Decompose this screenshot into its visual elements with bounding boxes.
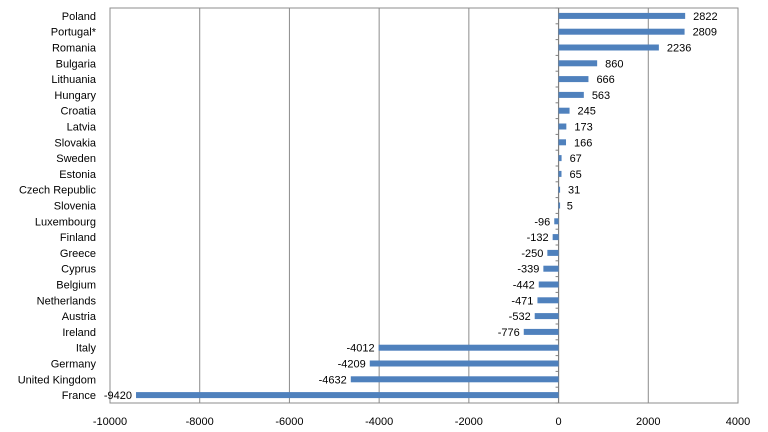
category-label: Ireland (62, 327, 96, 339)
value-label: 2236 (667, 43, 691, 55)
category-label: Luxembourg (35, 216, 96, 228)
bar (554, 218, 559, 225)
labels: -10000 -8000 -6000 -4000 -2000 0 2000 4000 Polan… (18, 11, 751, 428)
category-label: Lithuania (51, 74, 97, 86)
bar (538, 281, 559, 288)
x-tick-label: 0 (556, 416, 562, 428)
category-label: Netherlands (37, 295, 97, 307)
value-label: 2809 (693, 27, 717, 39)
bar (558, 28, 685, 35)
x-tick-label: -8000 (186, 416, 214, 428)
bar (558, 155, 562, 162)
x-tick-label: 2000 (636, 416, 660, 428)
value-label: 31 (568, 185, 580, 197)
category-label: Austria (62, 311, 97, 323)
value-label: 67 (570, 153, 582, 165)
category-label: Croatia (61, 106, 97, 118)
category-label: Cyprus (61, 264, 96, 276)
value-label: 2822 (693, 11, 717, 23)
bar (523, 328, 559, 335)
category-label: Germany (51, 359, 97, 371)
value-label: -339 (517, 264, 539, 276)
value-label: 666 (596, 74, 614, 86)
plot-border (109, 7, 739, 404)
category-label: Finland (60, 232, 96, 244)
value-label: -4209 (338, 359, 366, 371)
category-label: Belgium (56, 280, 96, 292)
bar (552, 234, 559, 241)
category-label: Romania (52, 43, 97, 55)
value-label: 245 (578, 106, 596, 118)
category-label: Sweden (56, 153, 96, 165)
category-label: Bulgaria (56, 58, 97, 70)
bar (369, 360, 559, 367)
bar (558, 170, 562, 177)
category-label: Estonia (59, 169, 97, 181)
axes (109, 7, 739, 404)
bar (558, 60, 598, 67)
bar (543, 265, 559, 272)
value-label: -250 (521, 248, 543, 260)
value-label: -132 (527, 232, 549, 244)
category-label: Poland (62, 11, 96, 23)
gridlines (109, 8, 739, 403)
bar (136, 392, 559, 399)
category-label: Latvia (67, 122, 97, 134)
category-label: United Kingdom (18, 374, 96, 386)
value-label: -96 (534, 216, 550, 228)
value-label: 173 (574, 122, 592, 134)
value-label: 65 (569, 169, 581, 181)
bar (558, 91, 584, 98)
bar (537, 297, 559, 304)
value-label: -776 (498, 327, 520, 339)
bar (558, 12, 686, 19)
bar (558, 76, 589, 83)
value-label: -9420 (104, 390, 132, 402)
bar (558, 107, 570, 114)
category-label: Slovakia (54, 137, 96, 149)
bar (558, 139, 567, 146)
value-label: -532 (509, 311, 531, 323)
value-label: -471 (511, 295, 533, 307)
bar (378, 344, 559, 351)
category-label: Greece (60, 248, 96, 260)
x-tick-label: 4000 (726, 416, 750, 428)
category-label: France (62, 390, 96, 402)
value-label: 860 (605, 58, 623, 70)
value-label: -4632 (319, 374, 347, 386)
bars (136, 12, 686, 399)
bar (558, 123, 567, 130)
x-tick-label: -4000 (365, 416, 393, 428)
category-label: Hungary (54, 90, 96, 102)
bar (534, 313, 559, 320)
category-label: Slovenia (54, 201, 97, 213)
value-label: 166 (574, 137, 592, 149)
bar (558, 44, 659, 51)
x-tick-label: -10000 (93, 416, 127, 428)
bar (350, 376, 559, 383)
value-label: 5 (567, 201, 573, 213)
value-label: -442 (513, 280, 535, 292)
bar (547, 249, 559, 256)
category-label: Portugal* (51, 27, 97, 39)
x-tick-label: -2000 (455, 416, 483, 428)
category-label: Czech Republic (19, 185, 97, 197)
value-label: 563 (592, 90, 610, 102)
category-label: Italy (76, 343, 97, 355)
x-tick-label: -6000 (275, 416, 303, 428)
bar (558, 186, 561, 193)
value-label: -4012 (346, 343, 374, 355)
bar (558, 202, 561, 209)
